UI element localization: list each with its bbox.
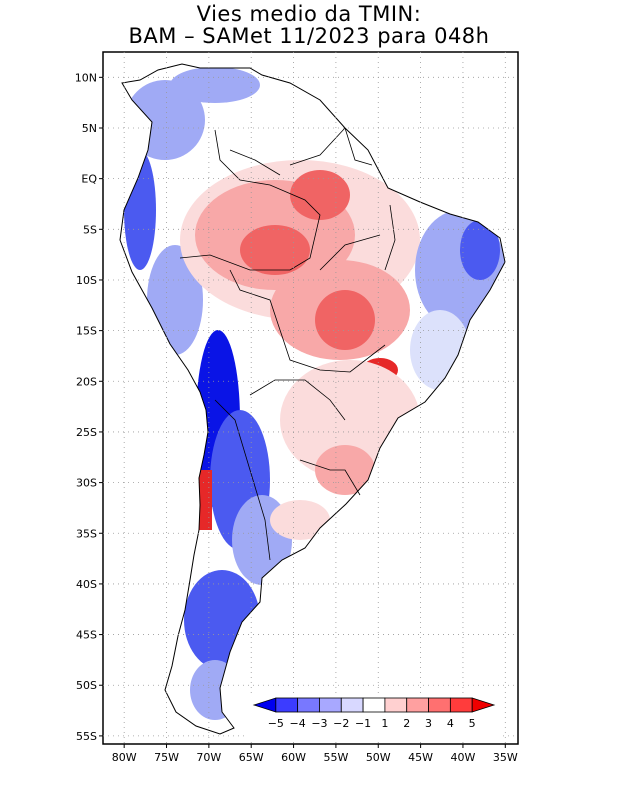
lon-label: 70W	[196, 751, 221, 764]
colorbar-label: −2	[333, 717, 349, 730]
graticule	[103, 52, 518, 744]
lat-label: 50S	[76, 679, 97, 692]
lon-label: 45W	[408, 751, 433, 764]
lat-label: 25S	[76, 426, 97, 439]
lon-label: 75W	[154, 751, 179, 764]
colorbar-label: 4	[447, 717, 454, 730]
colorbar-label: 2	[403, 717, 410, 730]
lat-label: 55S	[76, 730, 97, 743]
map-title-line2: BAM – SAMet 11/2023 para 048h	[128, 24, 490, 48]
country-borders	[179, 127, 396, 561]
lon-label: 55W	[323, 751, 348, 764]
region-chile-red	[198, 470, 212, 530]
colorbar-segment	[319, 697, 342, 713]
colorbar-segment	[340, 697, 364, 713]
colorbar-segment	[428, 697, 451, 713]
lat-label: 10S	[76, 274, 97, 287]
lon-label: 60W	[281, 751, 306, 764]
colorbar-label: −4	[290, 717, 306, 730]
colorbar-segment	[297, 697, 320, 713]
lat-label: 40S	[76, 578, 97, 591]
colorbar-segment	[275, 697, 299, 713]
lon-label: 40W	[451, 751, 476, 764]
colorbar-label: 3	[425, 717, 432, 730]
colorbar-segment	[362, 697, 386, 713]
colorbar-segment	[406, 697, 429, 713]
lat-label: 35S	[76, 527, 97, 540]
colorbar-segment	[471, 697, 496, 713]
longitude-labels: 80W 75W 70W 65W 60W 55W 50W 45W 40W 35W	[112, 744, 518, 764]
lat-label: 30S	[76, 477, 97, 490]
lat-label: EQ	[81, 173, 97, 186]
latitude-labels: 10N 5N EQ 5S 10S 15S 20S 25S 30S 35S 40S 45S 50S 55S	[75, 71, 103, 743]
colorbar: −5 −4 −3 −2 −1 1 2 3 4 5	[248, 694, 500, 738]
colorbar-label: −1	[355, 717, 371, 730]
lat-label: 20S	[76, 375, 97, 388]
colorbar-label: −5	[268, 717, 284, 730]
lon-label: 65W	[239, 751, 264, 764]
map-title-line1: Vies medio da TMIN:	[196, 2, 422, 26]
colorbar-label: −3	[311, 717, 327, 730]
lon-label: 80W	[112, 751, 137, 764]
colorbar-label: 1	[381, 717, 388, 730]
lat-label: 15S	[76, 325, 97, 338]
lon-label: 50W	[366, 751, 391, 764]
colorbar-segment	[449, 697, 473, 713]
lat-label: 10N	[75, 71, 97, 84]
colorbar-segment	[384, 697, 408, 713]
lat-label: 5N	[82, 122, 97, 135]
lat-label: 5S	[83, 223, 97, 236]
lon-label: 35W	[493, 751, 518, 764]
lat-label: 45S	[76, 629, 97, 642]
colorbar-label: 5	[469, 717, 476, 730]
